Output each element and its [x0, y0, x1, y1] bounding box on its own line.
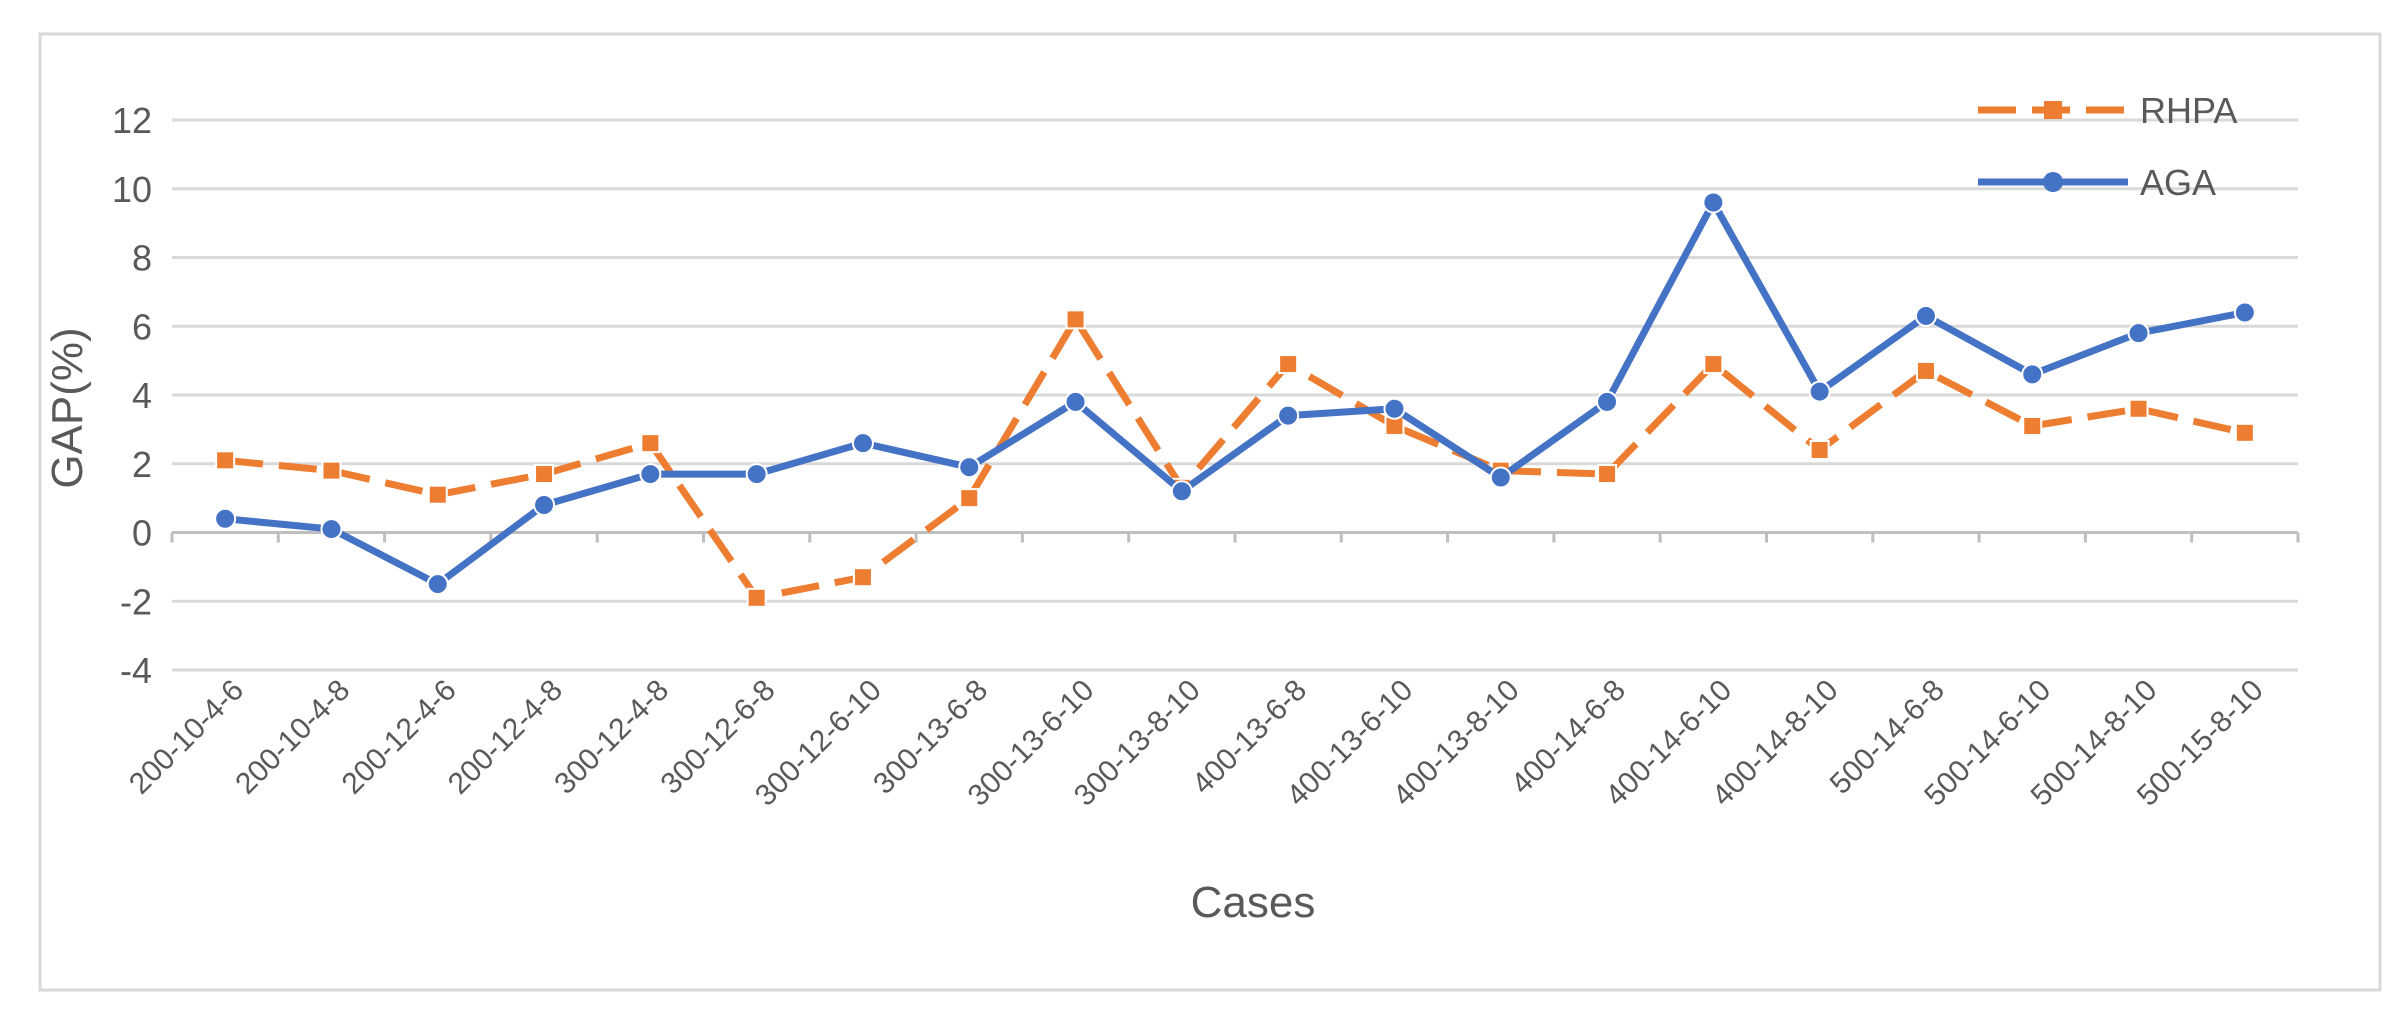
- data-point-rhpa: [534, 464, 555, 485]
- data-point-aga: [1808, 380, 1831, 403]
- data-point-aga: [851, 432, 874, 455]
- data-point-aga: [320, 518, 343, 541]
- y-tick-label: -4: [120, 650, 152, 691]
- legend-label-aga: AGA: [2140, 162, 2216, 203]
- legend: RHPA AGA: [1978, 90, 2237, 203]
- data-point-rhpa: [959, 488, 980, 509]
- data-point-aga: [214, 507, 237, 530]
- data-point-rhpa: [321, 460, 342, 481]
- data-point-aga: [1489, 466, 1512, 489]
- data-point-rhpa: [2128, 398, 2149, 419]
- data-point-aga: [2233, 301, 2256, 324]
- data-point-rhpa: [1915, 360, 1936, 381]
- series-line-rhpa: [224, 315, 2246, 602]
- data-point-aga: [958, 456, 981, 479]
- y-tick-label: 4: [132, 375, 152, 416]
- data-point-rhpa: [1809, 440, 1830, 460]
- data-point-rhpa: [1278, 354, 1299, 375]
- legend-marker-aga: [2043, 172, 2063, 192]
- data-point-aga: [745, 463, 768, 486]
- data-point-aga: [639, 463, 662, 486]
- data-point-rhpa: [2234, 422, 2255, 443]
- data-point-rhpa: [852, 567, 873, 588]
- series-layer: [214, 191, 2256, 608]
- x-axis-label: Cases: [1191, 878, 1316, 927]
- legend-item-aga: AGA: [1978, 162, 2216, 203]
- data-point-aga: [1277, 404, 1300, 427]
- data-point-rhpa: [427, 484, 448, 505]
- data-point-aga: [1064, 390, 1087, 413]
- data-point-rhpa: [746, 587, 767, 608]
- y-tick-label: 10: [112, 169, 152, 210]
- data-point-aga: [426, 573, 449, 596]
- y-tick-label: -2: [120, 581, 152, 622]
- data-point-rhpa: [2022, 415, 2043, 436]
- data-point-aga: [533, 494, 556, 516]
- y-tick-label: 2: [132, 444, 152, 485]
- y-tick-label: 0: [132, 513, 152, 554]
- data-point-rhpa: [1597, 464, 1618, 485]
- y-axis-label: GAP(%): [43, 327, 92, 488]
- legend-marker-rhpa: [2044, 101, 2062, 119]
- data-point-rhpa: [1703, 354, 1724, 375]
- legend-label-rhpa: RHPA: [2140, 90, 2237, 131]
- data-point-aga: [1170, 480, 1193, 503]
- data-point-aga: [2127, 322, 2150, 345]
- data-point-aga: [1383, 397, 1406, 420]
- data-point-aga: [1914, 304, 1937, 327]
- series-aga: [214, 191, 2256, 596]
- data-point-aga: [1596, 390, 1619, 413]
- series-line-aga: [224, 199, 2246, 588]
- data-point-rhpa: [215, 450, 236, 471]
- data-point-rhpa: [640, 433, 661, 454]
- chart-border: [38, 32, 2382, 992]
- y-tick-label: 12: [112, 100, 152, 141]
- data-point-rhpa: [1065, 309, 1086, 330]
- data-point-aga: [1702, 191, 1725, 214]
- y-tick-label: 6: [132, 306, 152, 347]
- legend-item-rhpa: RHPA: [1978, 90, 2237, 131]
- data-point-aga: [2021, 363, 2044, 386]
- y-tick-label: 8: [132, 238, 152, 279]
